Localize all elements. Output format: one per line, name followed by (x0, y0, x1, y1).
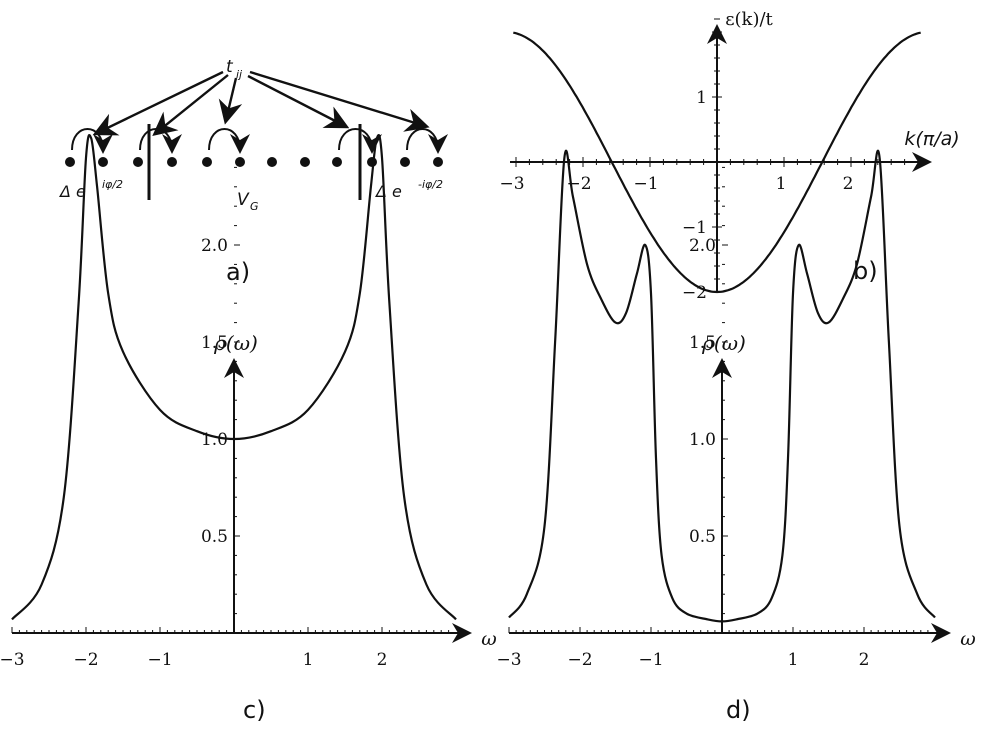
d-dos-curve (508, 149, 936, 623)
right-pairing-label: Δ e (374, 182, 402, 201)
right-pairing-superscript: -iφ/2 (418, 178, 443, 191)
lattice-site (167, 157, 177, 167)
lattice-site (235, 157, 245, 167)
d-x-tick-label: −1 (638, 650, 663, 670)
b-x-axis-label: k(π/a) (904, 128, 959, 150)
gate-label: V (237, 190, 250, 210)
left-pairing-superscript: iφ/2 (102, 178, 123, 191)
left-pairing-label: Δ e (58, 182, 86, 201)
panel-a-label: a) (226, 258, 250, 286)
c-y-tick-label: 2.0 (201, 236, 228, 256)
lattice-site (133, 157, 143, 167)
lattice-site (202, 157, 212, 167)
b-y-tick-label: 1 (696, 88, 707, 108)
hop-arc (208, 128, 250, 154)
lattice-site (433, 157, 443, 167)
arrow-to-left-hop (92, 70, 224, 136)
d-y-tick-label: 2.0 (689, 236, 716, 256)
c-y-tick-label: 1.5 (201, 333, 228, 353)
b-x-tick-label: −1 (633, 174, 658, 194)
d-x-tick-label: −2 (567, 650, 592, 670)
b-x-tick-label: 2 (843, 174, 854, 194)
panel-a-schematic: t ij Δ e iφ/2 V G Δ e -iφ/2 a) (58, 57, 448, 286)
panel-c-label: c) (243, 696, 266, 724)
b-dispersion-curve (513, 31, 921, 294)
d-x-axis-label: ω (960, 628, 976, 650)
lattice-site (65, 157, 75, 167)
d-x-tick-label: −3 (496, 650, 521, 670)
c-x-tick-label: −3 (0, 650, 25, 670)
arrow-to-right-hop (249, 70, 430, 132)
c-x-tick-label: 2 (377, 650, 388, 670)
d-x-tick-label: 2 (859, 650, 870, 670)
panel-c-dos: −3 −2 −1 1 20.51.01.52.0ρ(ω)ω (0, 133, 497, 670)
hopping-subscript: ij (236, 68, 243, 81)
c-y-axis-label: ρ(ω) (213, 331, 258, 355)
d-y-tick-label: 1.0 (689, 430, 716, 450)
lattice-site (267, 157, 277, 167)
lattice-site (300, 157, 310, 167)
b-x-tick-label: 1 (776, 174, 787, 194)
c-x-tick-label: −2 (73, 650, 98, 670)
c-x-tick-label: −1 (147, 650, 172, 670)
d-y-tick-label: 1.5 (689, 333, 716, 353)
site-chain (65, 128, 448, 167)
d-y-tick-label: 0.5 (689, 527, 716, 547)
c-x-axis-label: ω (481, 628, 497, 650)
arrow-to-right-gate-hop (247, 74, 350, 129)
hop-arc (71, 128, 113, 154)
hop-arc (338, 128, 382, 154)
c-dos-curve (11, 133, 457, 621)
hopping-label: t (226, 57, 234, 77)
b-x-tick-label: −3 (499, 174, 524, 194)
d-y-axis-label: ρ(ω) (701, 331, 746, 355)
panel-d-label: d) (726, 696, 751, 724)
c-y-tick-label: 0.5 (201, 527, 228, 547)
arrow-to-left-gate-hop (152, 74, 229, 137)
lattice-site (98, 157, 108, 167)
gate-subscript: G (250, 200, 259, 213)
panel-d-dos: −3 −2 −1 1 2 0.5 1.0 1.5 2.0 ρ(ω) ω (496, 149, 976, 670)
b-y-tick-label: −1 (682, 218, 707, 238)
arrow-to-middle-hop (218, 77, 243, 125)
lattice-site (332, 157, 342, 167)
lattice-site (400, 157, 410, 167)
c-x-tick-label: 1 (303, 650, 314, 670)
d-x-tick-label: 1 (788, 650, 799, 670)
hop-arc (406, 128, 448, 154)
b-y-axis-label: ε(k)/t (725, 9, 773, 30)
panel-b-dispersion: −3 −2 −1 1 2−2−11ε(k)/tk(π/a) (499, 9, 959, 303)
hop-arc (139, 128, 182, 154)
